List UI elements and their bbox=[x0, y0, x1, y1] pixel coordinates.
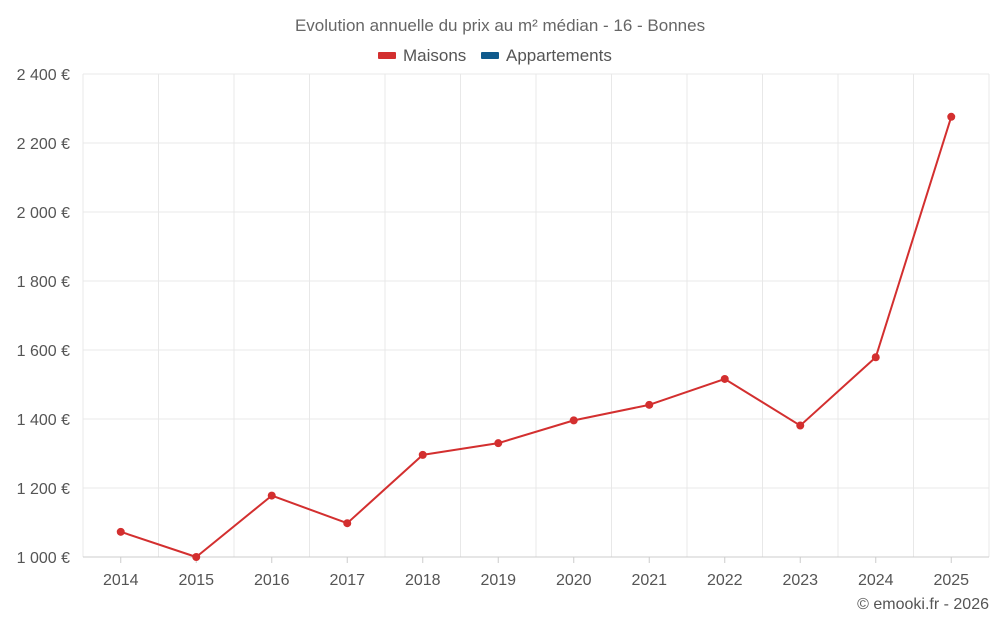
y-tick-label: 1 800 € bbox=[17, 274, 70, 291]
data-point-maisons[interactable] bbox=[494, 439, 503, 448]
y-tick-label: 1 600 € bbox=[17, 343, 70, 360]
series-line-maisons bbox=[120, 116, 953, 558]
data-point-maisons[interactable] bbox=[116, 527, 125, 536]
x-tick-label: 2024 bbox=[858, 572, 894, 589]
x-tick-label: 2020 bbox=[556, 572, 592, 589]
y-tick-label: 2 400 € bbox=[17, 67, 70, 84]
x-tick-label: 2019 bbox=[480, 572, 516, 589]
x-tick-label: 2017 bbox=[329, 572, 365, 589]
x-tick-label: 2016 bbox=[254, 572, 290, 589]
data-point-maisons[interactable] bbox=[796, 421, 805, 430]
y-tick-label: 2 200 € bbox=[17, 136, 70, 153]
y-axis: 1 000 € 1 200 € 1 400 € 1 600 € 1 800 € 2 000… bbox=[17, 67, 70, 567]
y-tick-label: 1 400 € bbox=[17, 412, 70, 429]
data-point-maisons[interactable] bbox=[192, 553, 201, 561]
data-point-maisons[interactable] bbox=[569, 416, 578, 425]
x-tick-label: 2021 bbox=[631, 572, 667, 589]
legend: Maisons Appartements bbox=[378, 46, 612, 65]
x-tick-label: 2014 bbox=[103, 572, 139, 589]
x-axis: 2014 2015 2016 2017 2018 2019 2020 2021 2022 2023… bbox=[83, 556, 989, 589]
data-point-maisons[interactable] bbox=[871, 353, 880, 362]
x-tick-label: 2018 bbox=[405, 572, 441, 589]
x-tick-label: 2022 bbox=[707, 572, 743, 589]
chart-title: Evolution annuelle du prix au m² médian … bbox=[295, 16, 705, 35]
data-point-maisons[interactable] bbox=[343, 519, 352, 528]
x-tick-label: 2025 bbox=[933, 572, 969, 589]
x-tick-label: 2015 bbox=[178, 572, 214, 589]
data-point-maisons[interactable] bbox=[720, 374, 729, 383]
credit-text: © emooki.fr - 2026 bbox=[857, 596, 989, 613]
legend-label-maisons: Maisons bbox=[403, 46, 466, 65]
y-tick-label: 1 000 € bbox=[17, 550, 70, 567]
y-tick-label: 2 000 € bbox=[17, 205, 70, 222]
data-point-maisons[interactable] bbox=[645, 400, 654, 409]
series-maisons bbox=[116, 112, 956, 561]
legend-label-appartements: Appartements bbox=[506, 46, 612, 65]
data-point-maisons[interactable] bbox=[418, 450, 427, 459]
legend-swatch-appartements bbox=[481, 52, 499, 59]
grid bbox=[82, 73, 990, 557]
legend-item-appartements[interactable]: Appartements bbox=[481, 46, 612, 65]
data-point-maisons[interactable] bbox=[267, 491, 276, 500]
y-tick-label: 1 200 € bbox=[17, 481, 70, 498]
legend-item-maisons[interactable]: Maisons bbox=[378, 46, 466, 65]
legend-swatch-maisons bbox=[378, 52, 396, 59]
data-point-maisons[interactable] bbox=[947, 112, 956, 121]
x-tick-label: 2023 bbox=[782, 572, 818, 589]
